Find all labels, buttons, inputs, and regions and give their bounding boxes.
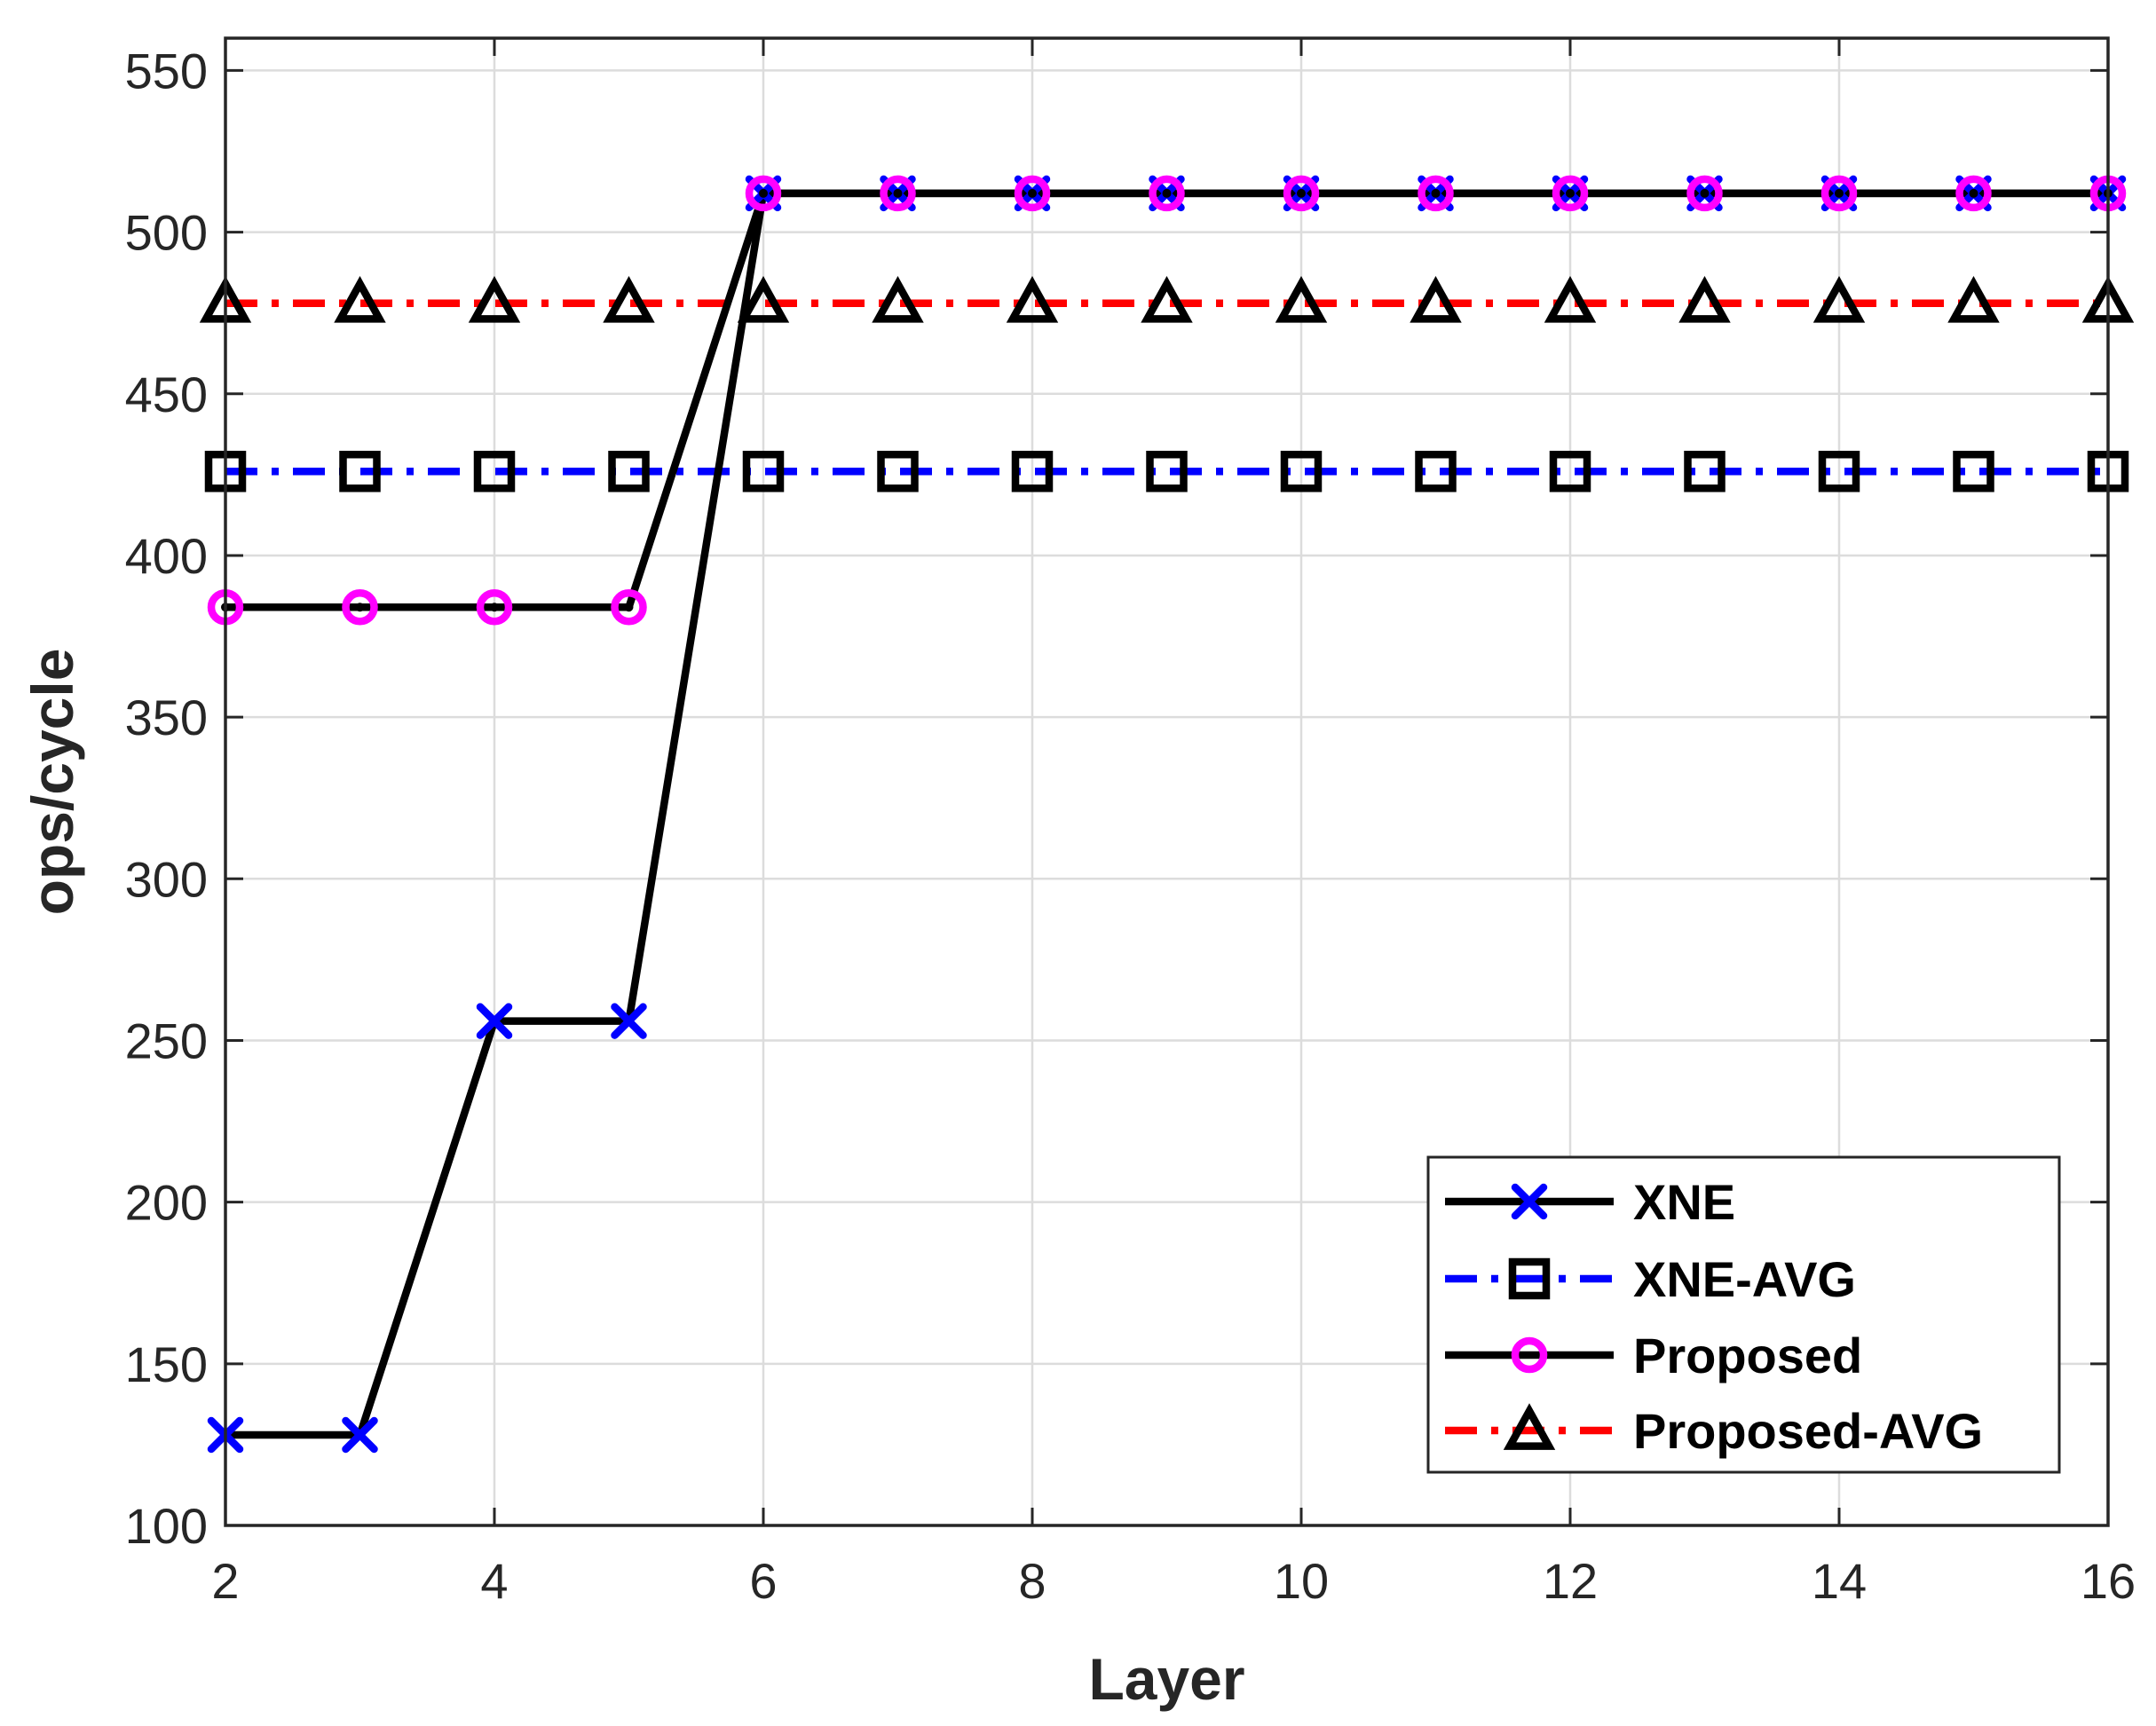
- series-1-marker: [877, 450, 919, 493]
- series-3-marker: [872, 276, 924, 323]
- x-tick-label: 16: [2081, 1553, 2136, 1609]
- series-3-marker: [603, 276, 655, 323]
- series-3-marker: [334, 276, 386, 323]
- series-3-marker: [737, 276, 790, 323]
- marker-center-dot: [490, 603, 499, 612]
- y-tick-label: 350: [125, 690, 208, 745]
- x-tick-label: 8: [1018, 1553, 1046, 1609]
- series-3-marker: [1275, 276, 1328, 323]
- series-1-marker: [473, 450, 516, 493]
- series-2-marker: [1552, 175, 1589, 212]
- series-1-marker: [1684, 450, 1726, 493]
- series-2-marker: [745, 175, 782, 212]
- series-0-marker: [476, 1003, 513, 1039]
- series-1-marker: [1415, 450, 1457, 493]
- marker-center-dot: [1028, 188, 1037, 198]
- axis-ticks: [224, 38, 2110, 1527]
- marker-stroke: [611, 1003, 647, 1039]
- series-2-marker: [1955, 175, 1992, 212]
- marker-center-dot: [759, 188, 768, 198]
- series-2-marker: [880, 175, 916, 212]
- plot-frame: [224, 36, 2110, 1527]
- y-tick-label: 400: [125, 528, 208, 584]
- series-2-marker: [1820, 175, 1858, 212]
- series-2-marker: [342, 589, 378, 626]
- series-2-marker: [1283, 175, 1320, 212]
- y-tick-label: 300: [125, 851, 208, 907]
- series-3-marker: [1141, 276, 1193, 323]
- marker-center-dot: [1700, 188, 1710, 198]
- series-2-marker: [611, 589, 647, 626]
- series-3-marker: [1678, 276, 1731, 323]
- x-tick-label: 14: [1812, 1553, 1867, 1609]
- legend: XNE XNE-AVG Proposed Proposed-AVG: [1426, 1155, 2061, 1474]
- x-tick-label: 10: [1274, 1553, 1329, 1609]
- marker-center-dot: [1431, 188, 1441, 198]
- series-2-marker: [1418, 175, 1454, 212]
- series-3-marker: [1947, 276, 2000, 323]
- legend-marker: [1508, 1257, 1551, 1300]
- series-0-marker: [342, 1416, 378, 1454]
- marker-center-dot: [624, 603, 634, 612]
- legend-marker: [1511, 1336, 1548, 1374]
- y-tick-label: 100: [125, 1498, 208, 1554]
- x-tick-label: 2: [211, 1553, 239, 1609]
- marker-center-dot: [1835, 188, 1844, 198]
- series-1-marker: [608, 450, 650, 493]
- series-3-marker: [1544, 276, 1597, 323]
- marker-stroke: [342, 1416, 378, 1454]
- x-tick-label: 4: [480, 1553, 508, 1609]
- y-tick-label: 550: [125, 43, 208, 99]
- series-1-marker: [1280, 450, 1323, 493]
- series-2-marker: [1686, 175, 1723, 212]
- legend-marker: [1511, 1183, 1548, 1220]
- series-1-marker: [1953, 450, 1994, 493]
- y-axis-title: ops/cycle: [20, 649, 85, 916]
- series-1-marker: [742, 450, 785, 493]
- y-tick-label: 450: [125, 366, 208, 422]
- marker-center-dot: [1969, 188, 1978, 198]
- y-tick-label: 500: [125, 205, 208, 261]
- series-1-marker: [1146, 450, 1188, 493]
- series-1-marker: [339, 450, 381, 493]
- x-tick-label: 6: [749, 1553, 777, 1609]
- x-axis-title: Layer: [1088, 1646, 1244, 1712]
- marker-center-dot: [1297, 188, 1306, 198]
- marker-center-dot: [1566, 188, 1575, 198]
- marker-center-dot: [893, 188, 903, 198]
- legend-label: Proposed-AVG: [1633, 1403, 1983, 1459]
- legend-label: XNE-AVG: [1633, 1251, 1856, 1307]
- series-3-marker: [1812, 276, 1866, 323]
- y-tick-label: 150: [125, 1336, 208, 1392]
- marker-stroke: [1511, 1183, 1548, 1220]
- marker-stroke: [476, 1003, 513, 1039]
- series-layer: [199, 175, 2135, 1454]
- series-2-marker: [1014, 175, 1051, 212]
- legend-marker: [1503, 1403, 1556, 1450]
- marker-center-dot: [355, 603, 365, 612]
- axis-tick-labels: 2 4 6 8 10 12 14 16 100 150 200 250 300 350 400 450 500 5…: [125, 43, 2136, 1609]
- marker-center-dot: [1162, 188, 1172, 198]
- y-tick-label: 200: [125, 1175, 208, 1231]
- series-0-marker: [611, 1003, 647, 1039]
- series-1-marker: [1549, 450, 1591, 493]
- y-tick-label: 250: [125, 1013, 208, 1068]
- series-3-marker: [1006, 276, 1059, 323]
- series-3-marker: [1410, 276, 1462, 323]
- x-tick-label: 12: [1543, 1553, 1598, 1609]
- legend-label: Proposed: [1633, 1328, 1862, 1383]
- series-2-marker: [1149, 175, 1185, 212]
- series-1-marker: [1011, 450, 1054, 493]
- series-3-marker: [468, 276, 521, 323]
- legend-label: XNE: [1633, 1174, 1735, 1230]
- series-1-marker: [1818, 450, 1860, 493]
- series-2-marker: [476, 589, 513, 626]
